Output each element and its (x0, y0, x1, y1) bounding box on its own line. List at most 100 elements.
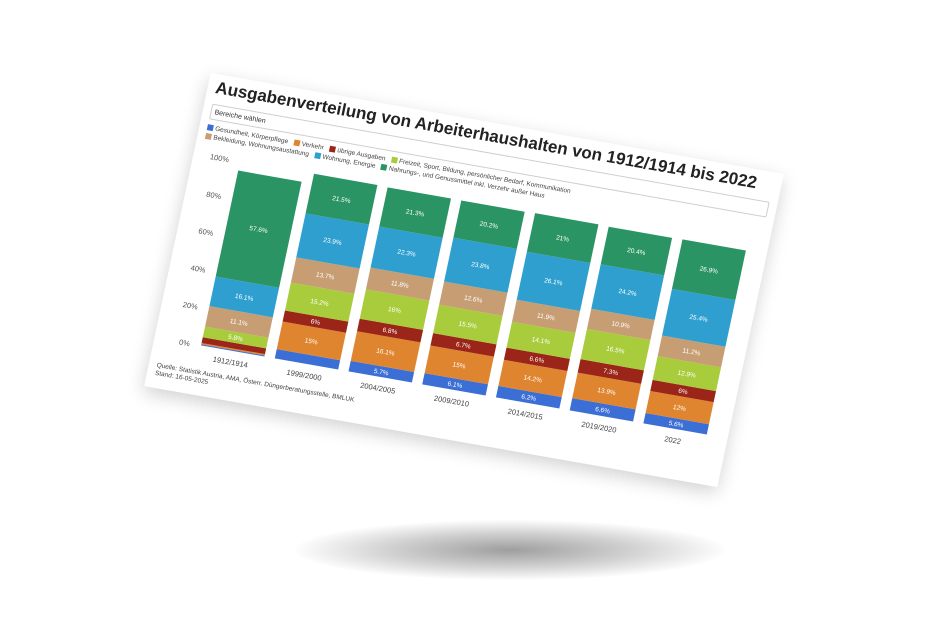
data-label: 15% (452, 361, 466, 370)
bar-segment (282, 310, 349, 333)
plot-area: 0% 20% 40% 60% 80% 100% 5.8% 11.1% 16.1% 57.6% 191… (158, 149, 760, 459)
bar-segment (424, 345, 494, 385)
bar-segment (379, 187, 452, 238)
bar-segment (586, 308, 655, 340)
area-selector-label: Bereiche wählen (213, 109, 267, 126)
data-label: 16.1% (376, 348, 396, 358)
bar-segment (512, 299, 581, 333)
data-label: 21.5% (331, 195, 351, 205)
data-label: 6% (310, 318, 321, 327)
data-label: 5.7% (373, 368, 389, 377)
bar-segment (495, 385, 562, 409)
data-label: 6.7% (455, 341, 471, 350)
bar-segment (671, 239, 746, 300)
bar-segment (290, 257, 360, 294)
bar-segment (209, 276, 280, 318)
data-label: 11.8% (390, 280, 409, 290)
bar-segment (657, 335, 726, 368)
x-tick-label: 2014/2015 (507, 407, 544, 422)
bar-segment (498, 359, 568, 398)
data-label: 10.9% (611, 320, 631, 330)
data-label: 6% (678, 388, 689, 397)
bar-segment (370, 226, 443, 279)
data-label: 26.9% (699, 266, 719, 276)
bar-segment (430, 333, 497, 357)
data-label: 25.4% (689, 314, 709, 324)
bar-segment (516, 251, 591, 311)
bar-segment (572, 372, 642, 410)
legend-swatch (293, 138, 301, 146)
data-label: 11.2% (682, 347, 701, 357)
x-tick-label: 1999/2000 (286, 368, 323, 383)
bar-segment (645, 390, 714, 425)
bar-segment (201, 337, 267, 355)
data-label: 20.2% (479, 221, 499, 231)
legend-swatch (329, 145, 337, 153)
data-label: 6.6% (594, 406, 610, 415)
data-label: 21.3% (405, 208, 425, 218)
data-label: 15.5% (458, 320, 478, 330)
bar-segment (284, 282, 355, 322)
y-tick-label: 80% (205, 190, 222, 201)
bar-segment (205, 306, 273, 338)
bar-segment (652, 356, 722, 392)
bar-segment (569, 398, 636, 422)
data-label: 11.1% (229, 318, 248, 328)
x-tick-label: 2009/2010 (433, 394, 470, 409)
data-label: 26.1% (543, 277, 563, 287)
chart-card: Ausgabenverteilung von Arbeiterhaushalte… (144, 72, 784, 488)
data-label: 5.8% (227, 334, 243, 343)
legend-swatch (314, 151, 322, 159)
bar-segment (365, 267, 434, 301)
data-label: 16% (387, 306, 401, 315)
legend-swatch (204, 132, 213, 140)
bar-segment (444, 237, 517, 293)
bar-segment (453, 200, 525, 249)
data-label: 23.8% (470, 261, 490, 271)
data-label: 13.7% (315, 271, 335, 281)
bar-segment (359, 289, 430, 330)
data-label: 6.8% (382, 327, 398, 336)
bar-segment (600, 226, 673, 276)
bar-segment (662, 288, 736, 347)
stacked-bar-chart: 0% 20% 40% 60% 80% 100% 5.8% 11.1% 16.1% 57.6% 191… (178, 152, 746, 446)
data-label: 14.1% (531, 336, 551, 346)
data-label: 57.6% (249, 225, 269, 235)
bar-segment (503, 347, 570, 371)
data-label: 14.2% (523, 374, 543, 384)
x-tick-label: 2022 (664, 434, 682, 446)
data-label: 5.6% (668, 420, 684, 429)
bar-segment (350, 331, 421, 373)
bar-segment (202, 326, 269, 349)
y-tick-label: 100% (209, 152, 230, 164)
bar-segment (439, 281, 508, 316)
bar-segment (591, 264, 665, 320)
bar-segment (422, 373, 489, 396)
data-label: 6.6% (529, 356, 545, 365)
data-label: 23.9% (323, 237, 343, 247)
bar-segment (526, 213, 599, 263)
data-label: 21% (555, 234, 569, 243)
bar-segment (296, 213, 369, 269)
bar-segment (201, 344, 265, 357)
data-label: 6.2% (521, 393, 537, 402)
legend-swatch (380, 163, 388, 171)
x-tick-label: 2019/2020 (581, 420, 618, 435)
data-label: 12% (672, 404, 686, 413)
data-label: 12.9% (677, 370, 697, 380)
data-label: 24.2% (618, 288, 638, 298)
bar-segment (348, 360, 415, 383)
data-label: 22.3% (397, 249, 417, 259)
bar-segment (215, 170, 302, 288)
data-label: 15% (304, 337, 318, 346)
data-label: 16.5% (605, 346, 625, 356)
data-label: 20.4% (626, 247, 646, 257)
bar-segment (506, 321, 576, 359)
data-label: 7.3% (603, 368, 619, 377)
data-label: 12.6% (463, 295, 483, 305)
y-tick-label: 0% (178, 338, 191, 349)
data-label: 13.9% (597, 387, 617, 397)
bar-segment (433, 304, 503, 345)
bar-segment (357, 318, 424, 343)
bar-segment (201, 342, 265, 356)
